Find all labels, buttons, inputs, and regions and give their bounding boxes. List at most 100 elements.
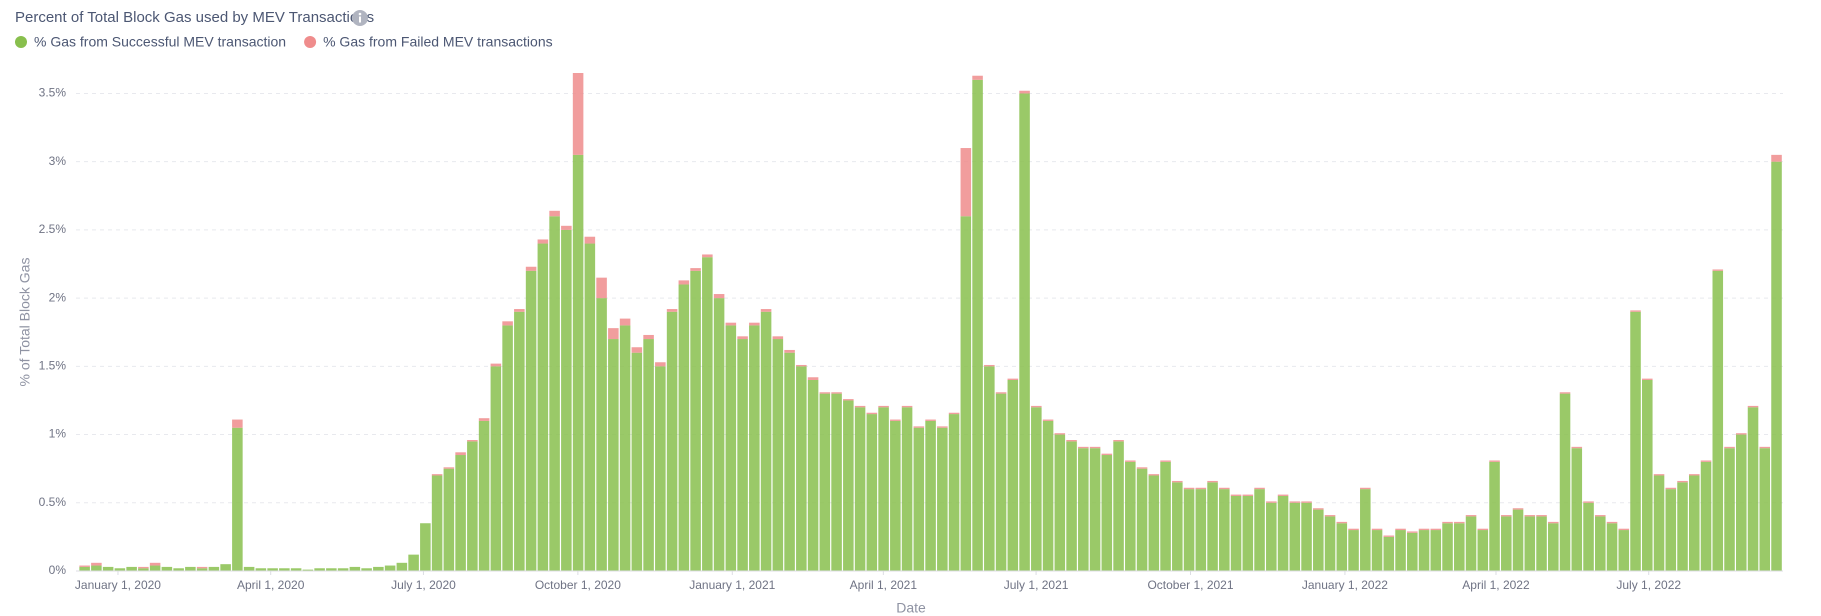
- bar-segment: [1477, 530, 1489, 571]
- bar-segment: [655, 366, 666, 571]
- bar-segment: [1031, 407, 1042, 571]
- bar-segment: [890, 420, 901, 571]
- bar-segment: [1771, 154, 1782, 162]
- bar-segment: [995, 392, 1007, 394]
- bar-segment: [1759, 448, 1771, 571]
- bar-segment: [1653, 475, 1665, 571]
- bar-segment: [760, 309, 772, 312]
- bar-segment: [1336, 523, 1348, 571]
- y-tick-label: 0.5%: [39, 495, 67, 509]
- bar-segment: [1442, 523, 1453, 571]
- bar-segment: [713, 294, 725, 299]
- bar-segment: [1712, 270, 1724, 571]
- bar-segment: [596, 298, 607, 571]
- bar-segment: [232, 427, 243, 571]
- bar-segment: [431, 475, 443, 571]
- bar-segment: [420, 523, 431, 571]
- bar-segment: [1665, 487, 1677, 490]
- bar-segment: [854, 407, 866, 571]
- bar-segment: [196, 566, 208, 569]
- bar-segment: [1160, 460, 1171, 462]
- x-tick-label: January 1, 2022: [1302, 578, 1388, 592]
- bar-segment: [232, 419, 243, 428]
- bar-segment: [843, 400, 854, 571]
- bar-segment: [1054, 433, 1066, 435]
- bar-segment: [666, 309, 678, 312]
- bar-segment: [478, 418, 490, 421]
- bar-segment: [690, 268, 701, 271]
- bar-segment: [678, 280, 690, 285]
- bar-segment: [608, 328, 619, 340]
- bar-segment: [138, 566, 149, 569]
- bar-segment: [1524, 516, 1536, 571]
- bar-segment: [455, 452, 466, 456]
- bar-segment: [901, 405, 913, 408]
- bar-segment: [1371, 530, 1383, 571]
- bar-segment: [537, 243, 549, 571]
- bar-segment: [995, 393, 1007, 571]
- bar-segment: [561, 225, 572, 230]
- bar-segment: [490, 363, 502, 367]
- bar-segment: [1078, 448, 1089, 571]
- legend-label: % Gas from Failed MEV transactions: [323, 34, 553, 50]
- legend-label: % Gas from Successful MEV transaction: [34, 34, 286, 50]
- bar-segment: [725, 325, 737, 571]
- bar-segment: [1395, 528, 1406, 531]
- bar-segment: [1183, 487, 1195, 490]
- bar-segment: [467, 440, 478, 442]
- bar-segment: [866, 412, 878, 415]
- bar-segment: [1301, 501, 1312, 503]
- bar-segment: [1477, 528, 1489, 531]
- bar-segment: [572, 73, 584, 155]
- bar-segment: [1618, 528, 1630, 531]
- bar-segment: [1418, 530, 1430, 571]
- bar-segment: [1277, 495, 1289, 571]
- bar-segment: [584, 243, 596, 571]
- bar-segment: [1054, 434, 1066, 571]
- y-tick-label: 2%: [49, 290, 67, 304]
- bar-segment: [1148, 474, 1160, 476]
- bar-segment: [1512, 509, 1524, 571]
- bar-segment: [138, 568, 149, 571]
- bar-segment: [149, 565, 161, 571]
- bar-segment: [1595, 515, 1606, 517]
- bar-segment: [1747, 405, 1759, 408]
- bar-segment: [243, 566, 255, 571]
- bar-segment: [984, 364, 995, 367]
- bar-segment: [525, 270, 537, 571]
- bar-segment: [349, 566, 361, 571]
- bar-segment: [1089, 446, 1101, 449]
- bar-segment: [1689, 474, 1700, 476]
- y-axis-title: % of Total Block Gas: [17, 258, 33, 387]
- bar-segment: [1230, 495, 1242, 571]
- x-tick-label: April 1, 2022: [1462, 578, 1530, 592]
- info-icon[interactable]: [352, 10, 368, 26]
- bar-segment: [525, 266, 537, 271]
- bar-segment: [1512, 508, 1524, 510]
- bar-segment: [537, 239, 549, 244]
- x-tick-label: January 1, 2020: [75, 578, 161, 592]
- bar-segment: [1042, 419, 1054, 421]
- bar-segment: [819, 393, 831, 571]
- bar-segment: [1454, 521, 1465, 524]
- bar-segment: [1348, 530, 1359, 571]
- bar-segment: [1548, 521, 1559, 524]
- bar-segment: [1277, 494, 1289, 496]
- bar-segment: [455, 455, 466, 571]
- bar-segment: [690, 270, 701, 571]
- bar-segment: [1524, 515, 1536, 517]
- x-tick-label: July 1, 2020: [391, 578, 456, 592]
- bar-segment: [1160, 461, 1171, 571]
- bar-segment: [149, 562, 161, 566]
- bar-segment: [1724, 446, 1735, 449]
- bar-segment: [1747, 407, 1759, 571]
- bar-segment: [1383, 536, 1395, 571]
- bar-segment: [702, 254, 713, 258]
- y-tick-label: 2.5%: [39, 222, 67, 236]
- bar-segment: [1465, 515, 1477, 517]
- x-tick-label: July 1, 2021: [1004, 578, 1069, 592]
- bar-segment: [1195, 487, 1207, 490]
- bar-segment: [890, 419, 901, 421]
- bar-segment: [1653, 474, 1665, 476]
- bar-segment: [302, 569, 314, 571]
